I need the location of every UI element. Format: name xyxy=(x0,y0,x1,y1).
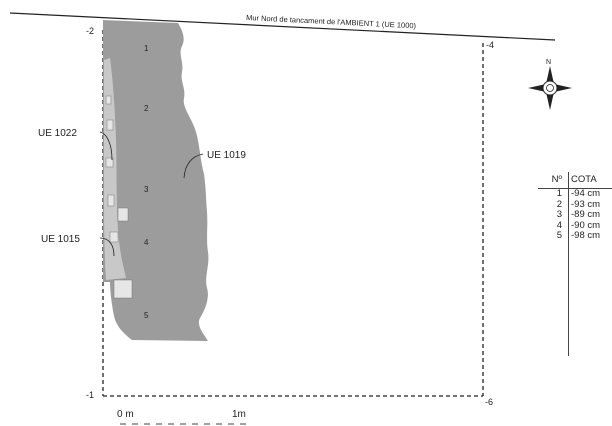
cota-row-num: 5 xyxy=(556,230,562,241)
corner-label-bottom-right: -6 xyxy=(485,397,493,407)
cota-table-row: 3 -89 cm xyxy=(538,209,612,221)
north-wall-line xyxy=(9,12,556,41)
ue-1019-label: UE 1019 xyxy=(207,150,246,161)
corner-label-bottom-left: -1 xyxy=(86,390,94,400)
corner-label-top-left: -2 xyxy=(86,26,94,36)
point-number-5: 5 xyxy=(144,311,149,320)
point-number-4: 4 xyxy=(144,238,149,247)
point-number-2: 2 xyxy=(144,104,149,113)
cota-row-value: -98 cm xyxy=(571,230,601,241)
cota-header-cota: COTA xyxy=(571,174,597,185)
cota-row-value: -94 cm xyxy=(571,188,601,199)
cota-table-row: 4 -90 cm xyxy=(538,219,612,232)
cota-table-header: Nº COTA xyxy=(538,172,612,189)
ue-1022-fill xyxy=(104,58,126,280)
cota-table-row: 2 -93 cm xyxy=(538,198,612,211)
north-wall-label: Mur Nord de tancament de l'AMBIENT 1 (UE… xyxy=(246,13,417,30)
ue-1022-leader xyxy=(99,131,113,161)
stone-fragments xyxy=(105,95,133,299)
cota-row-value: -90 cm xyxy=(571,219,601,231)
cota-table-row: 5 -98 cm xyxy=(538,230,612,242)
ue-1015-leader xyxy=(99,237,115,257)
cota-row-num: 3 xyxy=(556,209,562,220)
scale-label-start: 0 m xyxy=(117,409,134,420)
north-compass-icon xyxy=(528,66,572,110)
ue-1022-label: UE 1022 xyxy=(38,128,77,139)
corner-label-top-right: -4 xyxy=(486,40,494,50)
ue-1019-leader xyxy=(183,153,204,179)
cota-row-num: 4 xyxy=(556,219,562,231)
cota-row-value: -89 cm xyxy=(571,209,601,220)
cota-row-num: 1 xyxy=(556,188,562,199)
cota-table-divider xyxy=(568,172,569,356)
cota-table-row: 1 -94 cm xyxy=(538,188,612,200)
cota-row-num: 2 xyxy=(556,198,562,210)
cota-table: Nº COTA 1 -94 cm 2 -93 cm 3 -89 cm 4 -90… xyxy=(538,172,612,242)
scale-label-end: 1m xyxy=(232,409,246,420)
cota-row-value: -93 cm xyxy=(571,198,601,210)
ue-1019-fill xyxy=(103,20,209,341)
cota-header-num: Nº xyxy=(551,174,562,185)
ue-1015-label: UE 1015 xyxy=(41,234,80,245)
point-number-1: 1 xyxy=(144,44,149,53)
point-number-3: 3 xyxy=(144,185,149,194)
north-label: N xyxy=(546,59,551,66)
